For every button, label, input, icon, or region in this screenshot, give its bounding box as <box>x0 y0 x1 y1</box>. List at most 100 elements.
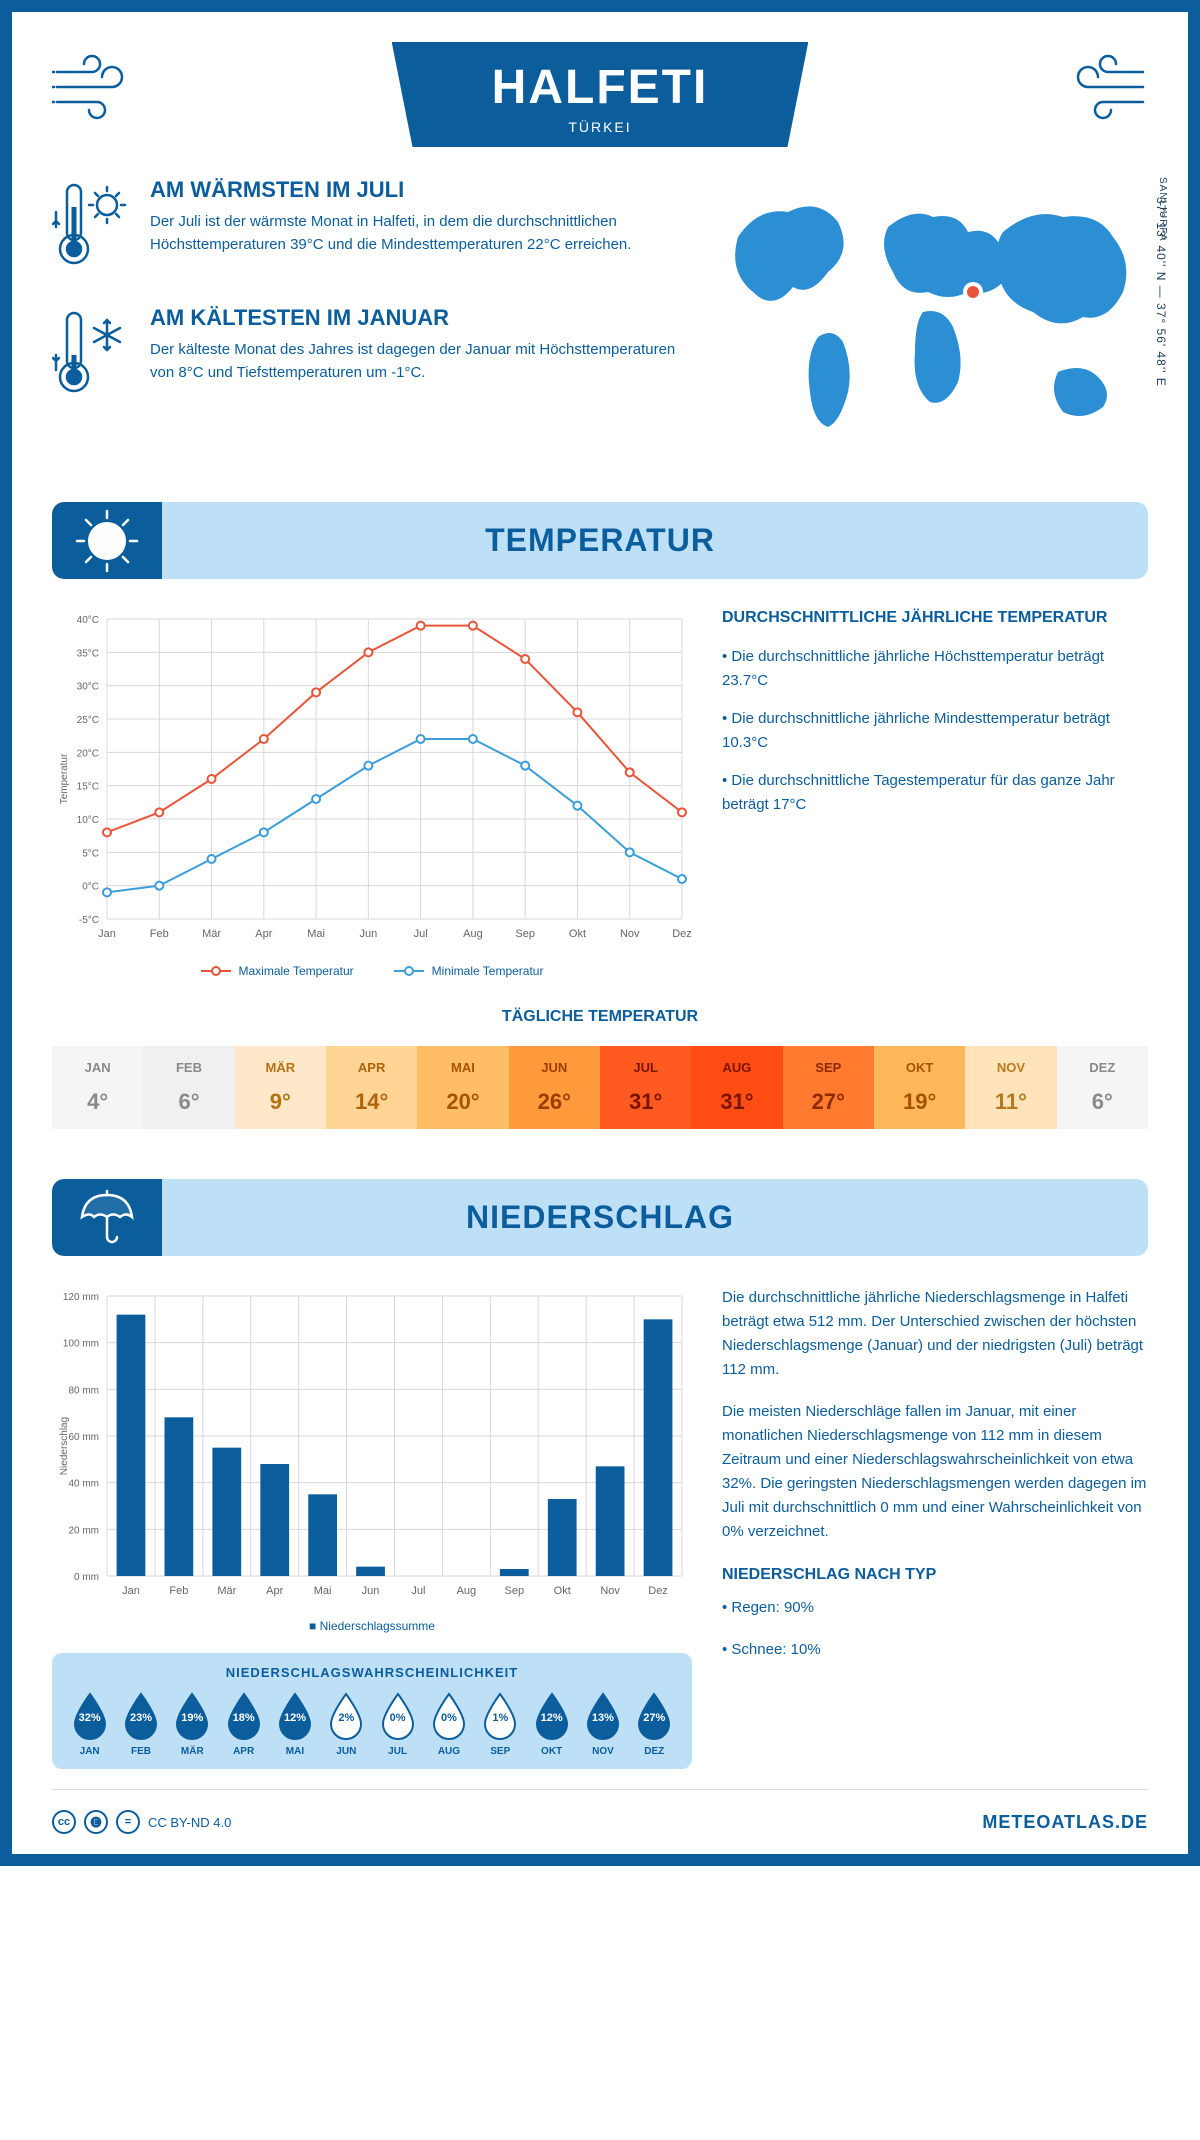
svg-text:Dez: Dez <box>672 928 692 940</box>
by-icon: 🅔 <box>84 1810 108 1834</box>
infographic-page: HALFETI TÜRKEI AM WÄRMSTEN IM JULI Der J… <box>0 0 1200 1866</box>
svg-text:20°C: 20°C <box>77 748 99 759</box>
svg-text:25°C: 25°C <box>77 715 99 726</box>
svg-text:Mai: Mai <box>314 1585 332 1597</box>
temperature-section-header: TEMPERATUR <box>52 502 1148 579</box>
probability-box: NIEDERSCHLAGSWAHRSCHEINLICHKEIT 32%JAN23… <box>52 1653 692 1769</box>
svg-text:Apr: Apr <box>255 928 272 940</box>
license-text: CC BY-ND 4.0 <box>148 1815 231 1830</box>
svg-text:Temperatur: Temperatur <box>59 753 70 804</box>
svg-text:120 mm: 120 mm <box>63 1292 99 1303</box>
svg-text:-5°C: -5°C <box>79 915 99 926</box>
precip-legend: Niederschlagssumme <box>52 1619 692 1633</box>
coldest-fact: AM KÄLTESTEN IM JANUAR Der kälteste Mona… <box>52 305 678 405</box>
legend-max: Maximale Temperatur <box>239 964 354 978</box>
svg-text:Okt: Okt <box>569 928 586 940</box>
temp-bullet-2: • Die durchschnittliche jährliche Mindes… <box>722 707 1148 755</box>
warmest-text: Der Juli ist der wärmste Monat in Halfet… <box>150 211 678 256</box>
svg-text:15°C: 15°C <box>77 782 99 793</box>
precip-p2: Die meisten Niederschläge fallen im Janu… <box>722 1400 1148 1544</box>
svg-text:10°C: 10°C <box>77 815 99 826</box>
nd-icon: = <box>116 1810 140 1834</box>
intro-row: AM WÄRMSTEN IM JULI Der Juli ist der wär… <box>52 177 1148 462</box>
wind-icon-right <box>1058 52 1148 127</box>
svg-text:40 mm: 40 mm <box>68 1479 99 1490</box>
svg-text:Aug: Aug <box>463 928 483 940</box>
svg-text:Jun: Jun <box>362 1585 380 1597</box>
svg-text:5°C: 5°C <box>82 848 99 859</box>
thermometer-sun-icon <box>52 177 132 277</box>
svg-text:Dez: Dez <box>648 1585 668 1597</box>
header: HALFETI TÜRKEI <box>52 42 1148 147</box>
svg-text:Jul: Jul <box>411 1585 425 1597</box>
warmest-fact: AM WÄRMSTEN IM JULI Der Juli ist der wär… <box>52 177 678 277</box>
svg-text:60 mm: 60 mm <box>68 1432 99 1443</box>
country-subtitle: TÜRKEI <box>492 119 709 135</box>
probability-drops: 32%JAN23%FEB19%MÄR18%APR12%MAI2%JUN0%JUL… <box>64 1692 680 1757</box>
svg-text:Mär: Mär <box>202 928 221 940</box>
daily-temp-title: TÄGLICHE TEMPERATUR <box>52 1008 1148 1026</box>
temperature-line-chart: -5°C 0°C 5°C 10°C 15°C 20°C 25°C 30°C 35°C 40°C Ja… <box>52 609 692 978</box>
svg-text:Aug: Aug <box>457 1585 477 1597</box>
temp-bullet-3: • Die durchschnittliche Tagestemperatur … <box>722 769 1148 817</box>
svg-text:Jan: Jan <box>122 1585 140 1597</box>
temp-chart-legend: .legend-line[style*="e8553a"]::after{bor… <box>52 964 692 978</box>
svg-text:Nov: Nov <box>600 1585 620 1597</box>
umbrella-tab-icon <box>52 1179 162 1256</box>
coldest-title: AM KÄLTESTEN IM JANUAR <box>150 305 678 331</box>
probability-title: NIEDERSCHLAGSWAHRSCHEINLICHKEIT <box>64 1665 680 1680</box>
brand-label: METEOATLAS.DE <box>982 1812 1148 1833</box>
svg-text:20 mm: 20 mm <box>68 1525 99 1536</box>
temperature-content: -5°C 0°C 5°C 10°C 15°C 20°C 25°C 30°C 35°C 40°C Ja… <box>52 609 1148 978</box>
precip-p1: Die durchschnittliche jährliche Niedersc… <box>722 1286 1148 1382</box>
svg-text:Apr: Apr <box>266 1585 283 1597</box>
thermometer-snow-icon <box>52 305 132 405</box>
svg-text:Feb: Feb <box>169 1585 188 1597</box>
precip-type-title: NIEDERSCHLAG NACH TYP <box>722 1562 1148 1588</box>
cc-icon: cc <box>52 1810 76 1834</box>
svg-text:Okt: Okt <box>554 1585 571 1597</box>
svg-text:Niederschlag: Niederschlag <box>59 1417 70 1475</box>
title-banner: HALFETI TÜRKEI <box>392 42 809 147</box>
svg-text:100 mm: 100 mm <box>63 1339 99 1350</box>
precipitation-content: 0 mm 20 mm 40 mm 60 mm 80 mm 100 mm 120 mm Jan F… <box>52 1286 1148 1769</box>
svg-text:Sep: Sep <box>515 928 535 940</box>
coldest-text: Der kälteste Monat des Jahres ist dagege… <box>150 339 678 384</box>
facts-column: AM WÄRMSTEN IM JULI Der Juli ist der wär… <box>52 177 678 462</box>
wind-icon-left <box>52 52 142 127</box>
world-map: SANLIURFA 37° 13' 40'' N — 37° 56' 48'' … <box>708 177 1148 462</box>
temp-bullet-1: • Die durchschnittliche jährliche Höchst… <box>722 645 1148 693</box>
temperature-title: TEMPERATUR <box>72 522 1128 559</box>
svg-text:80 mm: 80 mm <box>68 1385 99 1396</box>
precipitation-bar-chart: 0 mm 20 mm 40 mm 60 mm 80 mm 100 mm 120 mm Jan F… <box>52 1286 692 1606</box>
svg-text:Sep: Sep <box>505 1585 525 1597</box>
temperature-info: DURCHSCHNITTLICHE JÄHRLICHE TEMPERATUR •… <box>722 609 1148 978</box>
precipitation-left: 0 mm 20 mm 40 mm 60 mm 80 mm 100 mm 120 mm Jan F… <box>52 1286 692 1769</box>
precipitation-section-header: NIEDERSCHLAG <box>52 1179 1148 1256</box>
svg-text:Jul: Jul <box>414 928 428 940</box>
footer: cc 🅔 = CC BY-ND 4.0 METEOATLAS.DE <box>52 1789 1148 1834</box>
svg-text:Feb: Feb <box>150 928 169 940</box>
svg-text:Mai: Mai <box>307 928 325 940</box>
legend-min: Minimale Temperatur <box>432 964 544 978</box>
svg-text:Mär: Mär <box>217 1585 236 1597</box>
coordinates: 37° 13' 40'' N — 37° 56' 48'' E <box>1154 197 1168 387</box>
svg-text:Nov: Nov <box>620 928 640 940</box>
city-title: HALFETI <box>492 60 709 115</box>
svg-text:Jun: Jun <box>359 928 377 940</box>
svg-text:35°C: 35°C <box>77 648 99 659</box>
precipitation-title: NIEDERSCHLAG <box>72 1199 1128 1236</box>
license-block: cc 🅔 = CC BY-ND 4.0 <box>52 1810 231 1834</box>
svg-text:0 mm: 0 mm <box>74 1572 99 1583</box>
precipitation-info: Die durchschnittliche jährliche Niedersc… <box>722 1286 1148 1769</box>
precip-snow: • Schnee: 10% <box>722 1638 1148 1662</box>
temp-info-title: DURCHSCHNITTLICHE JÄHRLICHE TEMPERATUR <box>722 609 1148 627</box>
sun-tab-icon <box>52 502 162 579</box>
svg-text:Jan: Jan <box>98 928 116 940</box>
svg-text:30°C: 30°C <box>77 682 99 693</box>
precip-rain: • Regen: 90% <box>722 1596 1148 1620</box>
svg-text:40°C: 40°C <box>77 615 99 626</box>
daily-temp-heatmap: JAN4°FEB6°MÄR9°APR14°MAI20°JUN26°JUL31°A… <box>52 1046 1148 1129</box>
warmest-title: AM WÄRMSTEN IM JULI <box>150 177 678 203</box>
svg-text:0°C: 0°C <box>82 882 99 893</box>
